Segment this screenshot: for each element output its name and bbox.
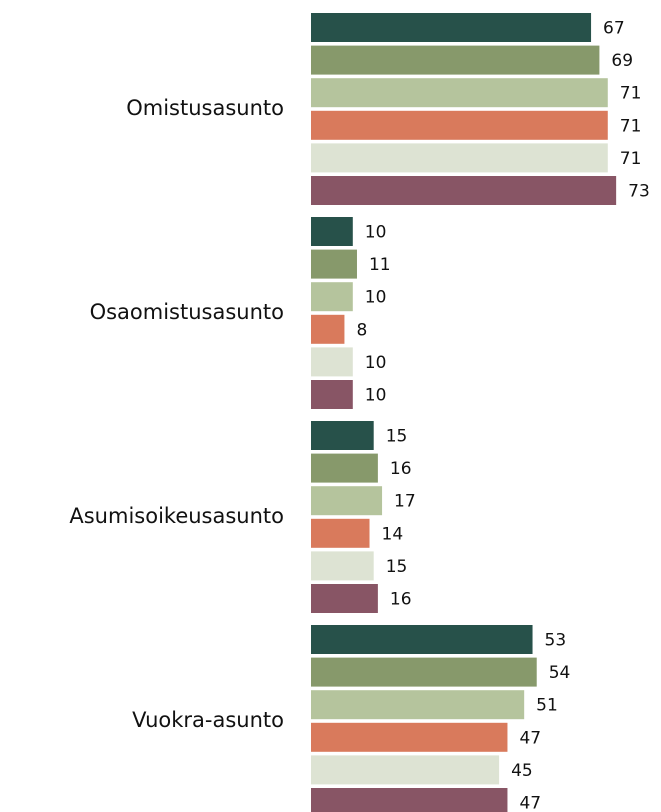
bar bbox=[311, 78, 608, 108]
bar bbox=[311, 282, 353, 312]
bar bbox=[311, 755, 500, 785]
value-label: 53 bbox=[545, 631, 567, 651]
bar bbox=[311, 788, 508, 812]
value-label: 51 bbox=[536, 696, 558, 716]
bar bbox=[311, 551, 374, 581]
bar bbox=[311, 176, 617, 205]
value-label: 71 bbox=[620, 84, 642, 104]
value-label: 47 bbox=[519, 728, 541, 748]
bar bbox=[311, 143, 608, 173]
bar bbox=[311, 421, 374, 450]
value-label: 15 bbox=[386, 427, 408, 447]
value-label: 45 bbox=[511, 761, 533, 781]
bar bbox=[311, 722, 508, 752]
bar bbox=[311, 486, 383, 516]
value-label: 71 bbox=[620, 149, 642, 169]
value-label: 15 bbox=[386, 557, 408, 577]
value-label: 73 bbox=[628, 182, 650, 202]
bar bbox=[311, 314, 345, 344]
bar bbox=[311, 110, 608, 140]
bar bbox=[311, 249, 357, 279]
value-label: 67 bbox=[603, 19, 625, 39]
value-label: 10 bbox=[365, 386, 387, 406]
category-label: Vuokra-asunto bbox=[132, 708, 284, 732]
value-label: 10 bbox=[365, 223, 387, 243]
bar bbox=[311, 518, 370, 548]
value-label: 10 bbox=[365, 288, 387, 308]
bar bbox=[311, 380, 353, 409]
value-label: 17 bbox=[394, 492, 416, 512]
category-label: Omistusasunto bbox=[126, 96, 284, 120]
category-label: Asumisoikeusasunto bbox=[69, 504, 284, 528]
category-label: Osaomistusasunto bbox=[90, 300, 284, 324]
bar bbox=[311, 584, 378, 613]
value-label: 8 bbox=[356, 320, 367, 340]
bar bbox=[311, 657, 537, 687]
value-label: 47 bbox=[519, 794, 541, 812]
value-label: 54 bbox=[549, 663, 571, 683]
bar bbox=[311, 45, 600, 75]
value-label: 71 bbox=[620, 116, 642, 136]
value-label: 11 bbox=[369, 255, 391, 275]
bar bbox=[311, 13, 592, 42]
value-label: 14 bbox=[382, 524, 404, 544]
bar bbox=[311, 347, 353, 377]
value-label: 69 bbox=[611, 51, 633, 71]
bar bbox=[311, 217, 353, 246]
bar bbox=[311, 690, 525, 720]
value-label: 10 bbox=[365, 353, 387, 373]
bar bbox=[311, 625, 533, 654]
value-label: 16 bbox=[390, 459, 412, 479]
bar bbox=[311, 453, 378, 483]
value-label: 16 bbox=[390, 590, 412, 610]
